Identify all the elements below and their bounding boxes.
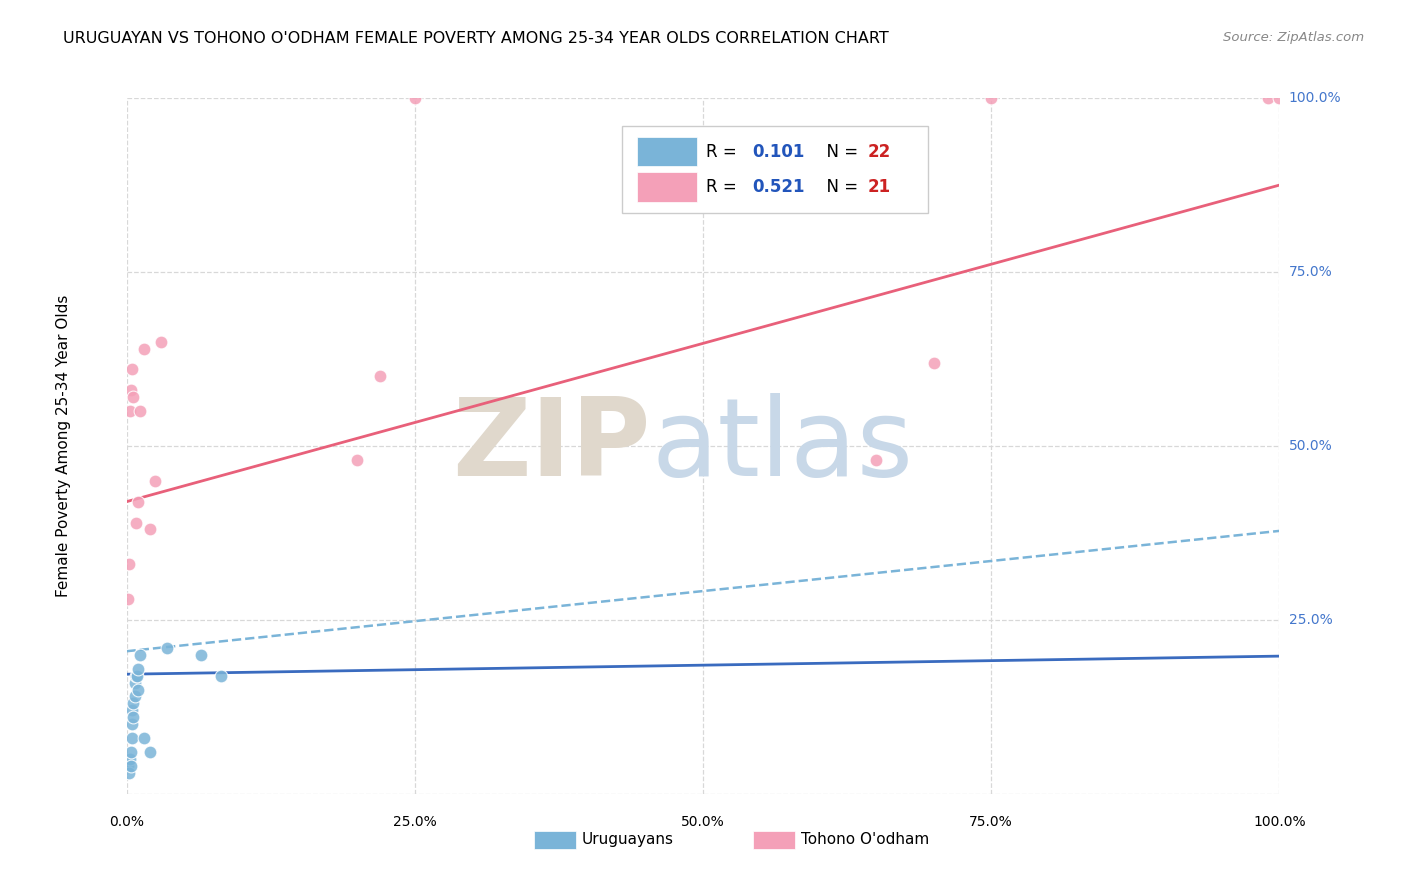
Text: 21: 21 [868,178,891,196]
Point [124,675,146,690]
Text: 0.101: 0.101 [752,143,806,161]
Point [980,91,1002,105]
Point [129,648,152,662]
Text: Uruguayans: Uruguayans [582,832,673,847]
Text: 50.0%: 50.0% [1289,439,1333,453]
Point [922,355,945,369]
Point [118,766,141,780]
Point [404,91,426,105]
Point [122,390,145,404]
Point [127,662,149,676]
Point [118,752,141,766]
Point [138,523,160,537]
Point [120,759,142,773]
Point [118,404,141,418]
Point [117,592,139,607]
Text: 22: 22 [868,143,891,161]
Point [121,703,143,717]
Text: 100.0%: 100.0% [1253,814,1306,829]
Point [132,731,155,746]
Point [127,682,149,697]
Text: ZIP: ZIP [453,393,651,499]
Text: 75.0%: 75.0% [1289,265,1333,279]
Point [120,745,142,759]
Point [209,668,232,682]
Point [368,369,391,384]
Point [118,558,141,572]
Text: 0.0%: 0.0% [110,814,143,829]
Point [121,362,143,376]
Text: URUGUAYAN VS TOHONO O'ODHAM FEMALE POVERTY AMONG 25-34 YEAR OLDS CORRELATION CHA: URUGUAYAN VS TOHONO O'ODHAM FEMALE POVER… [63,31,889,46]
Point [125,668,148,682]
FancyBboxPatch shape [637,172,697,202]
FancyBboxPatch shape [752,830,796,849]
Text: 100.0%: 100.0% [1289,91,1341,105]
Point [122,697,145,711]
Point [156,640,179,655]
Text: atlas: atlas [651,393,912,499]
Text: N =: N = [815,143,863,161]
Text: R =: R = [706,178,742,196]
Point [121,717,143,731]
Point [125,516,148,530]
Point [129,404,152,418]
Point [150,334,173,349]
Point [346,453,368,467]
Text: N =: N = [815,178,863,196]
Point [127,494,149,508]
Point [120,384,142,398]
Text: Source: ZipAtlas.com: Source: ZipAtlas.com [1223,31,1364,45]
Text: 25.0%: 25.0% [1289,613,1333,627]
Point [122,710,145,724]
Point [121,731,143,746]
Point [132,342,155,356]
Point [1268,91,1291,105]
Text: Tohono O'odham: Tohono O'odham [801,832,929,847]
FancyBboxPatch shape [637,137,697,167]
Point [138,745,160,759]
Text: 0.521: 0.521 [752,178,806,196]
Text: 50.0%: 50.0% [681,814,725,829]
Text: Female Poverty Among 25-34 Year Olds: Female Poverty Among 25-34 Year Olds [56,295,70,597]
Point [1257,91,1279,105]
FancyBboxPatch shape [623,126,928,213]
Point [117,759,139,773]
Text: 75.0%: 75.0% [969,814,1014,829]
Text: 25.0%: 25.0% [392,814,437,829]
Point [124,690,146,704]
FancyBboxPatch shape [533,830,576,849]
Point [865,453,887,467]
Point [145,474,166,488]
Text: R =: R = [706,143,742,161]
Point [190,648,212,662]
Point [125,668,148,682]
